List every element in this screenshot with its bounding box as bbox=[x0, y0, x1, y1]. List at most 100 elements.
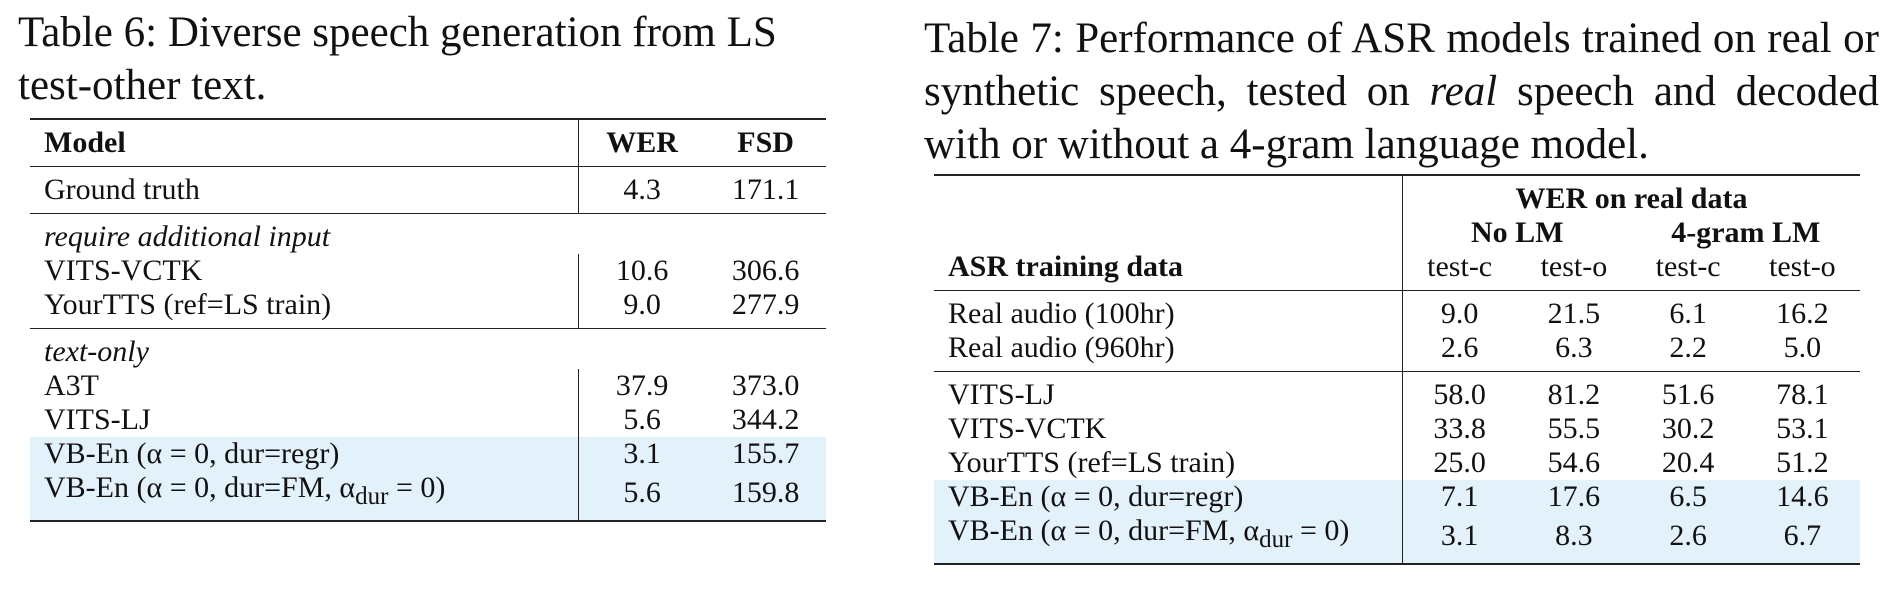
text-part: VB-En (α = 0, dur=regr) bbox=[44, 437, 340, 470]
row-header: ASR training data bbox=[934, 250, 1403, 291]
empty bbox=[934, 216, 1403, 250]
column-header: WER bbox=[578, 119, 706, 167]
cell: 6.7 bbox=[1744, 514, 1860, 564]
cell: 155.7 bbox=[705, 437, 826, 471]
group-title: require additional input bbox=[30, 213, 826, 254]
cell: 6.3 bbox=[1555, 331, 1593, 364]
row: VB-En (α = 0, dur=regr) 7.1 17.6 6.5 14.6 bbox=[934, 480, 1860, 514]
text-part: Table 7: Performance of ASR models train… bbox=[924, 15, 1879, 115]
text-part: VITS-LJ bbox=[948, 378, 1055, 411]
row-label: VB-En (α = 0, dur=FM, αdur = 0) bbox=[30, 471, 579, 521]
cell: 21.5 bbox=[1516, 290, 1632, 331]
cell: 4.3 bbox=[578, 166, 706, 214]
cell: 25.0 bbox=[1433, 446, 1486, 479]
text-part: speech and decoded with or without a 4-g… bbox=[924, 68, 1879, 168]
text-part: = 0) bbox=[388, 471, 446, 504]
row: VITS-VCTK 33.8 55.5 30.2 53.1 bbox=[934, 412, 1860, 446]
cell: 10.6 bbox=[578, 254, 706, 288]
row: VITS-LJ 5.6 344.2 bbox=[30, 403, 826, 437]
text-part: VITS-LJ bbox=[44, 403, 151, 436]
group-row: text-only bbox=[30, 328, 826, 369]
row-label: VITS-LJ bbox=[30, 403, 579, 437]
caption: Table 7: Performance of ASR models train… bbox=[924, 12, 1879, 171]
cell: 344.2 bbox=[731, 403, 800, 436]
group-title: text-only bbox=[30, 328, 826, 369]
cell: 2.2 bbox=[1669, 331, 1707, 364]
row: VITS-VCTK 10.6 306.6 bbox=[30, 254, 826, 288]
column-header: Model bbox=[44, 126, 126, 159]
row-label: VB-En (α = 0, dur=regr) bbox=[934, 480, 1403, 514]
header-row: ASR training data test-c test-o test-c test-… bbox=[934, 250, 1860, 291]
row: VB-En (α = 0, dur=FM, αdur = 0) 3.1 8.3 2.6… bbox=[934, 514, 1860, 564]
group-header: WER on real data bbox=[1515, 182, 1748, 215]
column-header: FSD bbox=[737, 126, 794, 159]
cell: 14.6 bbox=[1744, 480, 1860, 514]
row-label: YourTTS (ref=LS train) bbox=[30, 288, 579, 329]
text-part: Real audio (960hr) bbox=[948, 331, 1175, 364]
cell: 51.2 bbox=[1776, 446, 1829, 479]
empty bbox=[934, 175, 1403, 216]
cell: 3.1 bbox=[578, 437, 706, 471]
cell: 53.1 bbox=[1776, 412, 1829, 445]
cell: 277.9 bbox=[731, 288, 800, 321]
cell: 5.6 bbox=[578, 471, 706, 521]
cell: 58.0 bbox=[1402, 371, 1517, 412]
cell: 9.0 bbox=[1402, 290, 1517, 331]
column-header: test-o bbox=[1769, 250, 1836, 283]
row-label: YourTTS (ref=LS train) bbox=[934, 446, 1403, 480]
cell: 51.6 bbox=[1631, 371, 1745, 412]
header-row: WER on real data bbox=[934, 175, 1860, 216]
subgroup-header: No LM bbox=[1471, 216, 1564, 249]
cell: 5.6 bbox=[578, 403, 706, 437]
text-part: dur bbox=[1259, 526, 1293, 553]
text-part: VB-En (α = 0, dur=FM, α bbox=[44, 471, 356, 504]
text-part: Ground truth bbox=[44, 173, 200, 206]
cell: 3.1 bbox=[1402, 514, 1517, 564]
text-part: real bbox=[1429, 68, 1498, 115]
row: Real audio (960hr) 2.6 6.3 2.2 5.0 bbox=[934, 331, 1860, 372]
header-row: Model WER FSD bbox=[30, 119, 826, 167]
cell: 78.1 bbox=[1744, 371, 1860, 412]
row-label: A3T bbox=[30, 369, 579, 403]
cell: 9.0 bbox=[578, 288, 706, 329]
cell: 6.1 bbox=[1631, 290, 1745, 331]
row: Ground truth 4.3 171.1 bbox=[30, 166, 826, 214]
row: VITS-LJ 58.0 81.2 51.6 78.1 bbox=[934, 371, 1860, 412]
table: Model WER FSD Ground truth 4.3 171.1 require a… bbox=[30, 118, 826, 522]
text-part: YourTTS (ref=LS train) bbox=[948, 446, 1236, 479]
subgroup-header: 4-gram LM bbox=[1671, 216, 1821, 249]
cell: 55.5 bbox=[1547, 412, 1601, 445]
row-label: VB-En (α = 0, dur=FM, αdur = 0) bbox=[934, 514, 1403, 564]
cell: 2.6 bbox=[1631, 514, 1745, 564]
cell: 17.6 bbox=[1516, 480, 1632, 514]
column-header: test-c bbox=[1655, 250, 1721, 283]
text-part: dur bbox=[355, 483, 389, 510]
cell: 54.6 bbox=[1547, 446, 1601, 479]
cell: 306.6 bbox=[731, 254, 800, 287]
row-label: VITS-VCTK bbox=[934, 412, 1403, 446]
row: YourTTS (ref=LS train) 9.0 277.9 bbox=[30, 288, 826, 329]
cell: 159.8 bbox=[705, 471, 826, 521]
cell: 6.5 bbox=[1631, 480, 1745, 514]
text-part: Table 6: Diverse speech generation from … bbox=[18, 9, 777, 109]
cell: 81.2 bbox=[1516, 371, 1632, 412]
row: A3T 37.9 373.0 bbox=[30, 369, 826, 403]
cell: 16.2 bbox=[1744, 290, 1860, 331]
text-part: A3T bbox=[44, 369, 99, 402]
text-part: VB-En (α = 0, dur=regr) bbox=[948, 480, 1244, 513]
cell: 8.3 bbox=[1516, 514, 1632, 564]
text-part: = 0) bbox=[1292, 514, 1350, 547]
row: VB-En (α = 0, dur=FM, αdur = 0) 5.6 159.8 bbox=[30, 471, 826, 521]
text-part: VB-En (α = 0, dur=FM, α bbox=[948, 514, 1260, 547]
table: WER on real data No LM 4-gram LM ASR traini… bbox=[934, 174, 1860, 565]
row-label: Real audio (960hr) bbox=[934, 331, 1403, 372]
caption: Table 6: Diverse speech generation from … bbox=[18, 6, 838, 112]
row: VB-En (α = 0, dur=regr) 3.1 155.7 bbox=[30, 437, 826, 471]
cell: 7.1 bbox=[1402, 480, 1517, 514]
column-header: test-o bbox=[1540, 250, 1608, 283]
header-row: No LM 4-gram LM bbox=[934, 216, 1860, 250]
row-label: VITS-LJ bbox=[934, 371, 1403, 412]
cell: 37.9 bbox=[578, 369, 706, 403]
cell: 373.0 bbox=[731, 369, 800, 402]
